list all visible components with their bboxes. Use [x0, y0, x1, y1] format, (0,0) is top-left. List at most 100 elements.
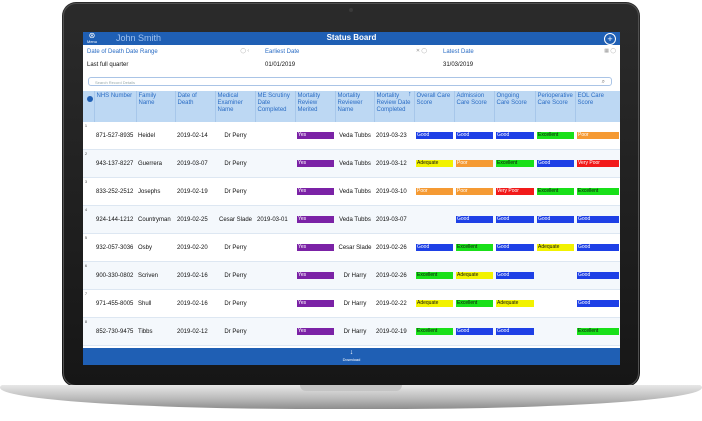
cell-dod: 2019-02-20 [175, 233, 215, 262]
score-badge: Good [416, 244, 453, 251]
table-row[interactable]: 1 871-527-8935 Heidel 2019-02-14 Dr Perry Yes… [83, 122, 620, 150]
calendar-icon[interactable]: ▦ ◯ [604, 48, 616, 54]
column-header[interactable]: Date of Death [174, 91, 215, 122]
score-badge: Excellent [537, 188, 574, 195]
score-badge: Poor [577, 132, 619, 139]
score-badge: Poor [456, 188, 493, 195]
search-placeholder: Search Record Details [95, 80, 136, 85]
cell-periop [535, 261, 575, 290]
cell-review: Yes [295, 177, 335, 206]
clear-icon[interactable]: ✕ ◯ [415, 48, 427, 54]
score-badge: Good [416, 132, 453, 139]
column-header[interactable]: NHS Number [93, 91, 136, 122]
cell-reviewer: Dr Harry [335, 289, 374, 318]
user-name: John Smith [116, 33, 162, 43]
cell-review_date: 2019-03-10 [374, 177, 414, 206]
cell-review: Yes [295, 233, 335, 262]
cell-review: Yes [295, 205, 335, 234]
laptop-notch [300, 385, 402, 391]
date-range-value: Last full quarter [87, 62, 129, 68]
table-row[interactable]: 7 971-455-8005 Shull 2019-02-16 Dr Perry Yes D… [83, 289, 620, 318]
column-header[interactable]: Medical Examiner Name [214, 91, 255, 122]
column-header[interactable]: Mortality Reviewer Name [334, 91, 374, 122]
score-badge: Very Poor [496, 188, 534, 195]
cell-review_date: 2019-03-07 [374, 205, 414, 234]
cell-nhs: 852-730-9475 [94, 317, 136, 346]
column-header-label: Mortality Review Date Completed [376, 93, 411, 113]
search-icon[interactable]: ⌕ [601, 79, 605, 85]
cell-me: Dr Perry [215, 317, 255, 346]
cell-family: Heidel [136, 122, 175, 150]
row-index: 6 [83, 261, 94, 290]
cell-nhs: 932-057-3036 [94, 233, 136, 262]
cell-eol: Good [575, 289, 620, 318]
cell-review_date: 2019-03-12 [374, 149, 414, 178]
edit-icon[interactable]: ◯ ‹ [240, 48, 249, 54]
earliest-date-label: Earliest Date [265, 49, 300, 55]
cell-review: Yes [295, 317, 335, 346]
row-index: 5 [83, 233, 94, 262]
cell-admission: Adequate [454, 261, 494, 290]
sort-icon[interactable]: ↑ [408, 91, 412, 98]
column-header[interactable]: ↑ Mortality Review Date Completed [373, 91, 414, 122]
score-badge: Yes [297, 160, 334, 167]
cell-family: Countryman [136, 205, 175, 234]
menu-button[interactable]: ⊛ Menu [85, 32, 99, 45]
score-badge: Yes [297, 328, 334, 335]
cell-reviewer: Cesar Slade [335, 233, 374, 262]
score-badge: Excellent [537, 132, 574, 139]
row-index: 8 [83, 317, 94, 346]
cell-eol: Good [575, 205, 620, 234]
earliest-date-filter[interactable]: Earliest Date ✕ ◯ 01/01/2019 [261, 45, 431, 75]
cell-admission: Excellent [454, 289, 494, 318]
cell-me_date [255, 177, 295, 206]
cell-admission: Poor [454, 149, 494, 178]
column-header[interactable]: Perioperative Care Score [534, 91, 575, 122]
table-row[interactable]: 3 833-252-2512 Josephs 2019-02-19 Dr Perry Ye… [83, 177, 620, 206]
column-header[interactable]: Ongoing Care Score [493, 91, 535, 122]
cell-periop [535, 289, 575, 318]
row-index: 7 [83, 289, 94, 318]
column-header[interactable]: EOL Care Score [574, 91, 620, 122]
column-header[interactable]: Family Name [135, 91, 175, 122]
latest-date-filter[interactable]: Latest Date ▦ ◯ 31/03/2019 [439, 45, 620, 75]
cell-overall: Poor [414, 177, 454, 206]
row-index: 1 [83, 122, 94, 150]
download-label[interactable]: Download [342, 357, 361, 362]
score-badge: Good [456, 328, 493, 335]
table-row[interactable]: 5 932-057-3036 Osby 2019-02-20 Dr Perry Yes Ce… [83, 233, 620, 262]
cell-me_date [255, 149, 295, 178]
score-badge: Good [537, 160, 574, 167]
add-icon[interactable]: + [604, 33, 616, 45]
cell-periop: Good [535, 205, 575, 234]
cell-nhs: 943-137-8227 [94, 149, 136, 178]
select-dot-icon[interactable] [87, 96, 93, 102]
score-badge: Good [577, 244, 619, 251]
cell-eol: Poor [575, 122, 620, 150]
cell-me_date [255, 122, 295, 150]
cell-admission: Good [454, 317, 494, 346]
table-row[interactable]: 4 924-144-1212 Countryman 2019-02-25 Cesar S… [83, 205, 620, 234]
cell-nhs: 833-252-2512 [94, 177, 136, 206]
menu-icon: ⊛ [88, 32, 96, 40]
row-index: 4 [83, 205, 94, 234]
cell-reviewer: Veda Tubbs [335, 122, 374, 150]
cell-me_date [255, 261, 295, 290]
download-icon[interactable]: ↓ [349, 349, 354, 356]
column-header[interactable]: Overall Care Score [413, 91, 454, 122]
cell-dod: 2019-02-16 [175, 289, 215, 318]
cell-me: Dr Perry [215, 261, 255, 290]
date-range-filter[interactable]: Date of Death Date Range ◯ ‹ Last full q… [83, 45, 253, 75]
cell-review_date: 2019-03-23 [374, 122, 414, 150]
select-all[interactable] [83, 91, 94, 122]
table-row[interactable]: 8 852-730-9475 Tibbs 2019-02-12 Dr Perry Yes D… [83, 317, 620, 346]
table-row[interactable]: 6 900-330-0802 Scriven 2019-02-16 Dr Perry Ye… [83, 261, 620, 290]
column-header[interactable]: Mortality Review Merited [294, 91, 335, 122]
search-input[interactable]: Search Record Details ⌕ [88, 77, 612, 86]
column-header[interactable]: ME Scrutiny Date Completed [254, 91, 295, 122]
column-header[interactable]: Admission Care Score [453, 91, 494, 122]
cell-dod: 2019-02-14 [175, 122, 215, 150]
latest-date-value: 31/03/2019 [443, 62, 474, 68]
page-title: Status Board [326, 33, 377, 42]
table-row[interactable]: 2 943-137-8227 Guerrera 2019-03-07 Dr Perry Y… [83, 149, 620, 178]
